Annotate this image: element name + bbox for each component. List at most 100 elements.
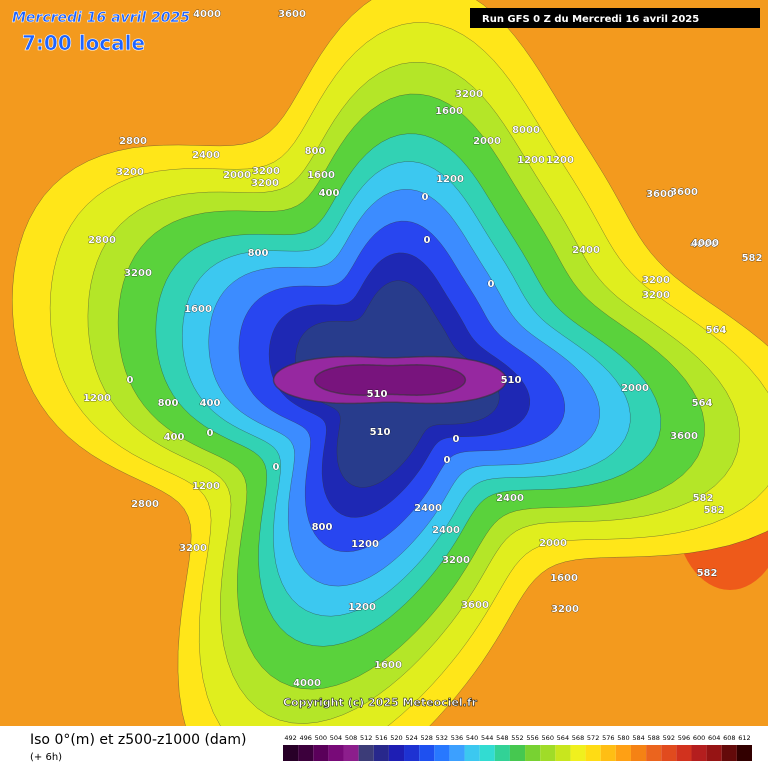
scale-swatch xyxy=(373,745,389,761)
contour-label: 3600 xyxy=(461,600,489,611)
contour-label: 3200 xyxy=(252,166,280,177)
scale-swatch xyxy=(479,745,495,761)
scale-label: 576 xyxy=(602,734,614,742)
scale-label: 560 xyxy=(542,734,554,742)
contour-label: 4000 xyxy=(193,9,221,20)
scale-swatch xyxy=(494,745,510,761)
scale-swatch xyxy=(615,745,631,761)
contour-label: 2400 xyxy=(572,245,600,256)
contour-label: 510 xyxy=(367,389,388,400)
contour-label: 0 xyxy=(127,375,134,386)
scale-label: 604 xyxy=(708,734,720,742)
contour-label: 3200 xyxy=(251,178,279,189)
scale-label: 544 xyxy=(481,734,493,742)
scale-label: 504 xyxy=(330,734,342,742)
run-info: Run GFS 0 Z du Mercredi 16 avril 2025 xyxy=(482,14,699,25)
contour-label: 2000 xyxy=(621,383,649,394)
contour-label: 564 xyxy=(692,398,713,409)
contour-label: 3600 xyxy=(646,189,674,200)
scale-label: 568 xyxy=(572,734,584,742)
footer-title: Iso 0°(m) et z500-z1000 (dam) xyxy=(30,732,247,748)
contour-label: 3200 xyxy=(179,543,207,554)
contour-label: 0 xyxy=(453,434,460,445)
scale-swatch xyxy=(540,745,556,761)
contour-label: 800 xyxy=(312,522,333,533)
scale-label: 584 xyxy=(632,734,644,742)
scale-swatch xyxy=(630,745,647,761)
scale-swatch xyxy=(328,745,344,761)
contour-label: 800 xyxy=(158,398,179,409)
contour-label: 3600 xyxy=(278,9,306,20)
scale-label: 492 xyxy=(284,734,296,742)
scale-swatch xyxy=(313,745,329,761)
contour-label: 582 xyxy=(742,253,763,264)
contour-label: 400 xyxy=(319,188,340,199)
scale-swatch xyxy=(646,745,662,761)
contour-label: 0 xyxy=(207,428,214,439)
contour-label: 3200 xyxy=(116,167,144,178)
scale-label: 508 xyxy=(345,734,357,742)
scale-label: 608 xyxy=(723,734,735,742)
contour-label: 4000 xyxy=(293,678,321,689)
scale-label: 552 xyxy=(511,734,523,742)
scale-swatch xyxy=(419,745,435,761)
scale-swatch xyxy=(464,745,480,761)
date: Mercredi 16 avril 2025 xyxy=(12,10,190,26)
contour-label: 1600 xyxy=(374,660,402,671)
contour-label: 800 xyxy=(305,146,326,157)
contour-label: 3600 xyxy=(670,187,698,198)
scale-label: 580 xyxy=(617,734,629,742)
scale-label: 556 xyxy=(526,734,538,742)
contour-label: 1200 xyxy=(348,602,376,613)
contour-label: 3200 xyxy=(124,268,152,279)
scale-label: 532 xyxy=(436,734,448,742)
contour-label: 2800 xyxy=(131,499,159,510)
contour-label: 1600 xyxy=(184,304,212,315)
scale-swatch xyxy=(388,745,405,761)
contour-label: 3200 xyxy=(455,89,483,100)
contour-label: 2800 xyxy=(88,235,116,246)
contour-label: 1600 xyxy=(307,170,335,181)
contour-label: 1200 xyxy=(192,481,220,492)
contour-label: 3600 xyxy=(670,431,698,442)
scale-label: 548 xyxy=(496,734,508,742)
contour-label: 564 xyxy=(706,325,727,336)
scale-label: 516 xyxy=(375,734,387,742)
contour-label: 0 xyxy=(424,235,431,246)
scale-label: 600 xyxy=(693,734,705,742)
contour-label: 0 xyxy=(444,455,451,466)
contour-label: 1200 xyxy=(351,539,379,550)
contour-label: 2000 xyxy=(473,136,501,147)
contour-label: 1600 xyxy=(550,573,578,584)
contour-label: 2400 xyxy=(496,493,524,504)
scale-swatch xyxy=(691,745,707,761)
scale-label: 612 xyxy=(738,734,750,742)
contour-label: 2400 xyxy=(414,503,442,514)
scale-label: 592 xyxy=(663,734,675,742)
scale-swatch xyxy=(283,745,299,761)
contour-label: 0 xyxy=(422,192,429,203)
scale-swatch xyxy=(449,745,465,761)
scale-swatch xyxy=(676,745,692,761)
scale-swatch xyxy=(706,745,722,761)
scale-swatch xyxy=(600,745,616,761)
scale-label: 572 xyxy=(587,734,599,742)
scale-label: 564 xyxy=(557,734,569,742)
scale-swatch xyxy=(404,745,420,761)
scale-swatch xyxy=(358,745,374,761)
footer-offset: (+ 6h) xyxy=(30,752,62,763)
scale-swatch xyxy=(736,745,752,761)
color-scale: 492 496 500 504 508 512 516 520 524 528 532 536 540 5… xyxy=(283,734,752,761)
scale-swatch xyxy=(298,745,314,761)
contour-label: 0 xyxy=(488,279,495,290)
scale-label: 596 xyxy=(678,734,690,742)
contour-label: 4000 xyxy=(690,239,718,250)
scale-swatch xyxy=(509,745,526,761)
scale-swatch xyxy=(661,745,677,761)
scale-swatch xyxy=(525,745,541,761)
scale-swatch xyxy=(343,745,359,761)
contour-label: 400 xyxy=(164,432,185,443)
scale-label: 536 xyxy=(451,734,463,742)
